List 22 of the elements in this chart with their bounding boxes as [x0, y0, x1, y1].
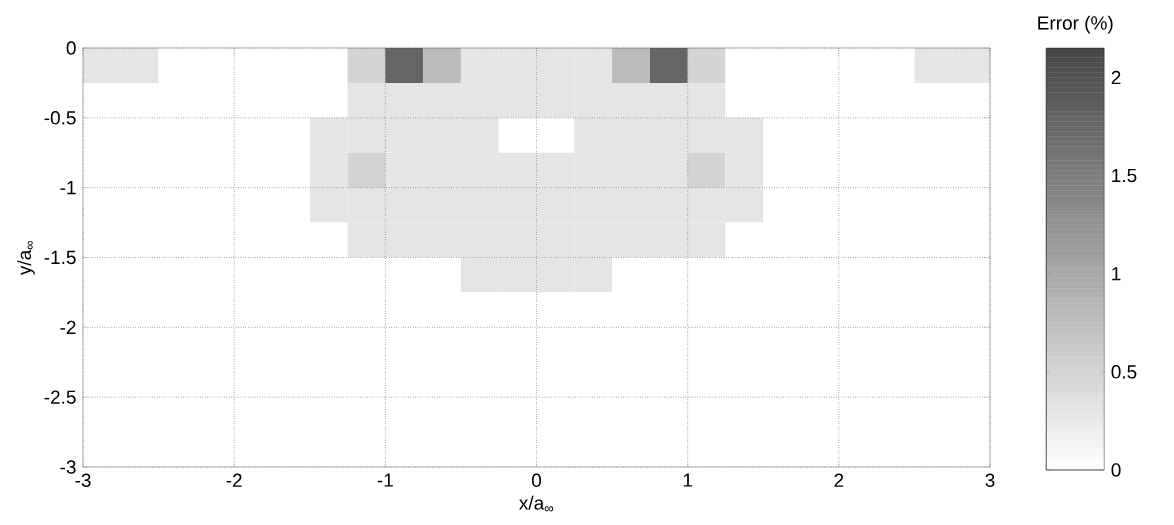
y-tick-label: 0 [66, 41, 76, 55]
x-tick-label: -3 [75, 473, 91, 487]
color-bar-label: 0 [1111, 463, 1121, 477]
y-tick-label: -1 [60, 181, 76, 195]
x-tick-label: 3 [985, 473, 995, 487]
x-tick-label: 2 [834, 473, 844, 487]
y-tick-label: -3 [60, 460, 76, 474]
color-bar-label: 1.5 [1112, 168, 1137, 183]
y-tick-label: -2.5 [44, 390, 76, 404]
x-tick-label: -2 [226, 473, 242, 487]
x-tick-label: -1 [377, 473, 393, 487]
color-bar-label: 2 [1111, 70, 1121, 85]
color-bar-label: 1 [1112, 267, 1121, 281]
color-bar-title: Error (%) [1038, 15, 1113, 34]
x-axis-title: x/a$_{∞}$ [519, 495, 554, 512]
y-axis-title: y/a$_{∞}$ [17, 240, 35, 276]
x-tick-label: 1 [683, 473, 693, 487]
y-tick-label: -1.5 [44, 250, 76, 265]
y-tick-label: -2 [60, 320, 76, 334]
color-bar-label: 0.5 [1111, 365, 1137, 379]
x-tick-label: 0 [531, 473, 542, 487]
y-tick-label: -0.5 [44, 111, 76, 125]
